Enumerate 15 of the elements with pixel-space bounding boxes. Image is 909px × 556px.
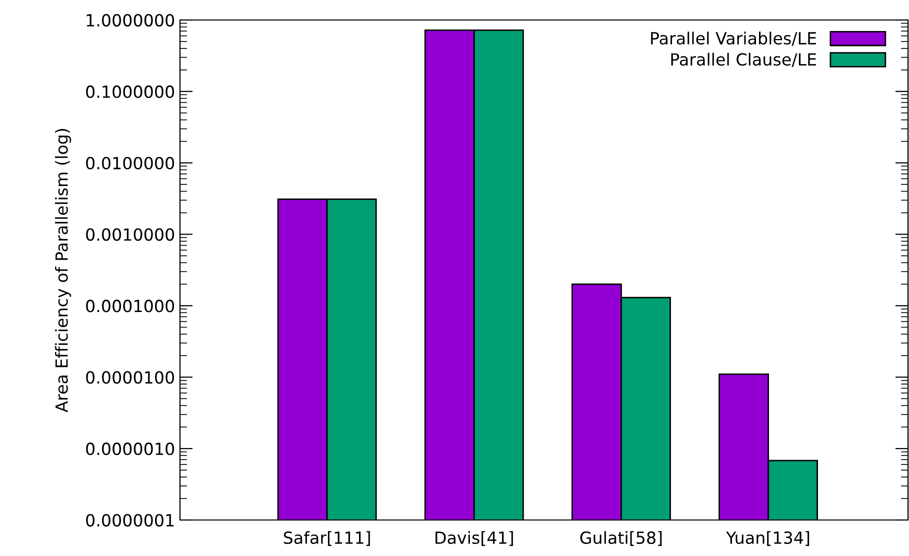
y-tick-label: 0.1000000 [86,85,174,98]
y-tick-label: 0.0100000 [86,156,174,170]
y-tick-label: 0.0000010 [86,442,174,456]
x-tick-label: Davis[41] [436,531,513,546]
y-tick-label: 0.0000100 [86,371,174,384]
y-tick-label: 0.0001000 [86,300,174,312]
y-tick-label: 1.0000000 [86,14,174,27]
y-axis-title: Area Efficiency of Parallelism (log) [54,129,72,412]
y-tick-label: 0.0000001 [86,514,174,527]
x-tick-label: Safar[111] [284,531,370,546]
x-tick-label: Yuan[134] [726,531,810,546]
y-tick-label: 0.0010000 [86,228,174,241]
x-tick-label: Gulati[58] [580,531,662,546]
legend-label: Parallel Clause/LE [671,52,816,68]
legend-label: Parallel Variables/LE [651,32,816,46]
